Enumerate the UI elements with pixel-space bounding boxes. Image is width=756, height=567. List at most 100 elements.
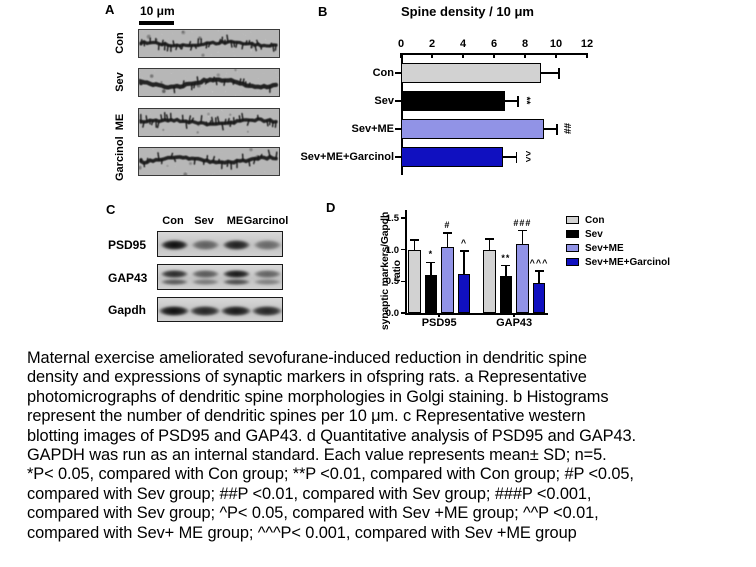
significance-annotation: * [428,249,434,260]
panel-d-y-axis-label: synaptic markers/Gapdh ratio [379,211,403,331]
x-axis-tick-label: 2 [428,38,436,50]
protein-band [252,305,282,316]
blot-image-gapdh [157,297,283,322]
protein-band [160,270,188,278]
panel-a-label: A [105,2,115,17]
x-axis-tick-label: 4 [459,38,467,50]
x-axis-tick-label: 6 [490,38,498,50]
protein-band [253,279,281,285]
micrograph-con [138,29,280,58]
legend-label: Con [585,214,605,226]
micrograph-me [138,108,280,137]
micrograph-row-label: Garcinol [114,136,126,181]
significance-annotation: ^^^ [529,258,549,269]
error-bar-cap [459,250,469,252]
legend-swatch [566,216,579,224]
bar-category-label: Sev [374,94,394,107]
caption-line-4: represent the number of dendritic spines… [27,407,586,426]
protein-band [221,305,251,316]
error-bar-line [504,100,519,102]
caption-line-6: GAPDH was run as an internal standard. E… [27,446,607,465]
x-axis-tick [400,53,402,58]
error-bar-cap [426,261,436,264]
bar-sev+me+garcinol [532,282,546,313]
group-label: PSD95 [421,317,457,329]
legend-label: Sev+ME [585,242,624,254]
y-axis-line [405,210,407,315]
error-bar-line [430,262,432,276]
bar-sev [499,276,513,313]
category-tick [395,72,401,74]
x-axis-tick [513,313,515,317]
caption-line-8: compared with Sev group; ##P <0.01, comp… [27,484,592,503]
legend-item: Sev+ME [566,242,670,254]
error-bar-cap [442,232,452,234]
x-axis-tick-label: 10 [549,38,563,50]
protein-band [222,240,250,250]
bar-con [483,249,496,313]
caption-line-10: compared with Sev+ ME group; ^^^P< 0.001… [27,523,577,542]
panel-c-label: C [106,202,116,217]
legend-swatch [566,230,579,238]
caption-line-9: compared with Sev group; ^P< 0.05, compa… [27,504,599,523]
error-bar-line [540,72,560,74]
protein-band [191,240,219,250]
bar-sev+me+garcinol [401,147,504,167]
y-axis-tick [401,217,405,219]
category-tick [395,100,401,102]
legend-item: Sev [566,229,670,239]
lane-header-sev: Sev [194,215,214,227]
error-bar-cap [409,239,419,241]
error-bar-cap [558,67,560,79]
lane-header-con: Con [162,215,184,227]
caption-line-1: Maternal exercise ameliorated sevofurane… [27,349,587,367]
panel-b-chart-title: Spine density / 10 μm [401,4,534,19]
significance-annotation: ** [520,96,532,105]
bar-sev+me [516,244,529,313]
chart-legend: Con Sev Sev+ME Sev+ME+Garcinol [566,214,671,272]
dendrite-image [138,68,279,96]
error-bar-line [503,156,517,158]
panel-d-label: D [326,200,336,215]
x-axis-line [401,53,588,55]
micrograph-sev [138,68,280,97]
bar-sev+me [401,119,544,139]
bar-sev [401,91,505,111]
significance-annotation: ## [560,122,572,135]
micrograph-row-label: Con [114,32,126,54]
error-bar-cap [501,264,511,267]
category-tick [395,128,401,130]
micrograph-row-label: Sev [114,72,126,92]
caption-line-7: *P< 0.05, compared with Con group; **P <… [27,465,634,484]
protein-band [190,305,220,316]
x-axis-tick [586,53,588,58]
significance-annotation: ^ [460,237,468,248]
bar-con [408,249,421,313]
bar-category-label: Sev+ME [351,122,395,135]
protein-band [191,279,219,285]
protein-band [253,240,281,250]
error-bar-cap [517,95,519,107]
error-bar-cap [515,151,518,163]
panel-b-label: B [318,4,328,19]
blot-row-label-gapdh: Gapdh [108,303,146,317]
error-bar-line [488,238,490,250]
legend-label: Sev+ME+Garcinol [585,256,671,268]
error-bar-line [446,233,449,248]
scale-bar [139,21,174,25]
protein-band [253,270,281,278]
significance-annotation: ### [513,217,532,228]
x-axis-line [405,313,548,315]
error-bar-line [413,240,415,250]
blot-image-gap43 [157,264,283,290]
protein-band [160,279,188,285]
lane-header-me: ME [226,215,244,227]
bar-con [401,63,541,83]
x-axis-tick-label: 12 [580,38,594,50]
error-bar-line [543,128,557,130]
bar-sev+me [441,247,454,313]
error-bar-line [521,230,524,244]
significance-annotation: ^^ [520,150,532,163]
caption-line-2: density and expressions of synaptic mark… [27,368,587,387]
legend-swatch [566,244,579,252]
